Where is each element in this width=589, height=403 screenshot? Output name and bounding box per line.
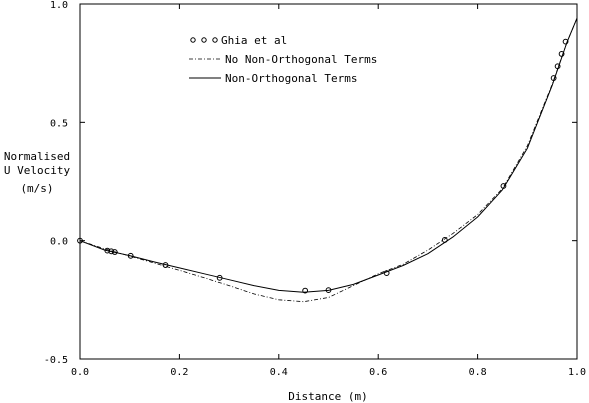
series-line-non-orthogonal [79, 18, 578, 293]
legend-item-ghia: Ghia et al [190, 34, 287, 47]
legend-marker [201, 37, 207, 43]
y-axis-label-line-3: (m/s) [20, 182, 53, 195]
series-layer [77, 18, 578, 303]
data-point-ghia [77, 237, 83, 244]
data-point-ghia [127, 252, 134, 259]
legend: Ghia et al No Non-Orthogonal Terms Non-O… [189, 34, 377, 85]
y-tick-label: 0.0 [50, 237, 68, 248]
x-tick-label: 1.0 [568, 367, 586, 378]
x-tick-label: 0.2 [170, 367, 188, 378]
series-line-no-non-orthogonal [79, 18, 578, 303]
legend-marker [190, 37, 196, 43]
legend-label-ghia: Ghia et al [221, 34, 287, 47]
x-tick-label: 0.6 [369, 367, 387, 378]
x-axis-label: Distance (m) [288, 390, 367, 403]
y-tick-label: 0.5 [50, 118, 68, 129]
legend-marker [212, 37, 218, 43]
y-axis-label-line-2: U Velocity [4, 164, 71, 177]
y-tick-label: -0.5 [44, 355, 68, 366]
y-axis-label-line-1: Normalised [4, 150, 70, 163]
axis-ticks: 0.0 0.2 0.4 0.6 0.8 1.0-0.50.00.51.0 [44, 0, 586, 378]
y-tick-label: 1.0 [50, 0, 68, 11]
legend-item-non-orthogonal: Non-Orthogonal Terms [189, 72, 357, 85]
x-tick-label: 0.0 [71, 367, 89, 378]
data-point-ghia [558, 51, 565, 57]
x-tick-label: 0.4 [270, 367, 288, 378]
plot-frame [79, 3, 578, 360]
data-point-ghia [302, 287, 309, 294]
legend-item-no-non-orthogonal: No Non-Orthogonal Terms [189, 53, 377, 66]
data-point-ghia [562, 38, 569, 45]
x-tick-label: 0.8 [469, 367, 487, 378]
legend-label-no-non-orthogonal: No Non-Orthogonal Terms [225, 53, 377, 66]
legend-label-non-orthogonal: Non-Orthogonal Terms [225, 72, 357, 85]
